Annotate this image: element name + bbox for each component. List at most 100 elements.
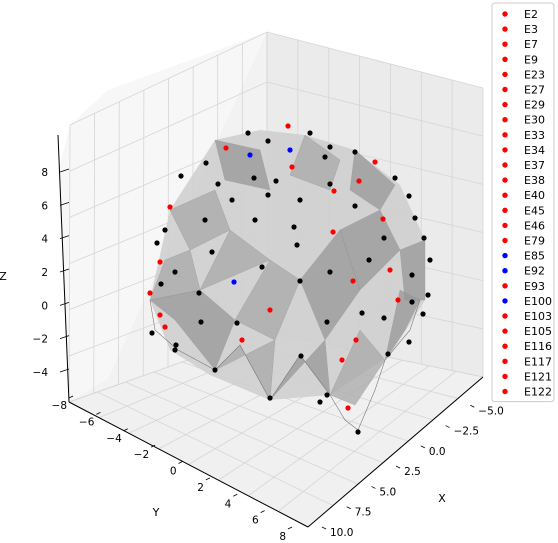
electrode-marker [409,299,414,304]
electrode-marker [157,259,162,264]
legend-label: E37 [524,159,545,172]
electrode-marker [421,235,426,240]
electrode-marker [307,130,312,135]
legend-label: E9 [524,53,538,66]
electrode-marker [173,342,178,347]
legend-marker [502,223,507,228]
legend-label: E105 [524,325,552,338]
x-tick-label: −5.0 [478,405,504,417]
legend-label: E30 [524,114,545,127]
electrode-marker [291,224,296,229]
electrode-marker [412,215,417,220]
legend-label: E122 [524,386,552,399]
electrode-marker [162,227,167,232]
electrode-marker [392,175,397,180]
electrode-marker [167,204,172,209]
electrode-marker [355,429,360,434]
legend-marker [502,26,507,31]
electrode-marker [267,307,272,312]
y-tick-label: −8 [52,400,67,412]
electrode-marker [162,324,167,329]
legend-label: E33 [524,129,545,142]
y-tick-label: −2 [134,449,149,461]
z-tick-label: 4 [41,234,48,246]
electrode-marker [297,278,302,283]
electrode-marker [381,315,386,320]
electrode-marker [149,330,154,335]
legend-marker [502,359,507,364]
electrode-marker [259,264,264,269]
electrode-marker [212,367,217,372]
legend-marker [502,328,507,333]
y-tick-label: −4 [106,433,122,445]
electrode-marker [245,130,250,135]
electrode-marker [366,257,371,262]
electrode-marker [239,337,244,342]
legend-label: E79 [524,235,545,248]
legend-marker [502,87,507,92]
legend: E2 E3 E7 E9 E23 E27 E29 E30 E33 E34 E37 E38 E40 E45 E4… [492,3,554,402]
electrode-marker [331,188,336,193]
z-tick-label: 6 [41,200,48,212]
electrode-marker [425,292,430,297]
electrode-marker [330,229,335,234]
electrode-marker [294,242,299,247]
electrode-marker [353,337,358,342]
electrode-marker [157,312,162,317]
electrode-marker [327,269,332,274]
legend-label: E121 [524,370,552,383]
electrode-marker [352,149,357,154]
legend-label: E93 [524,280,545,293]
legend-label: E2 [524,8,538,21]
electrode-marker [395,297,400,302]
electrode-marker [327,181,332,186]
legend-marker [502,313,507,318]
legend-marker [502,374,507,379]
electrode-marker [298,353,303,358]
electrode-marker [196,290,201,295]
legend-label: E45 [524,204,545,217]
legend-marker [502,57,507,62]
legend-marker [502,132,507,137]
electrode-marker [372,159,377,164]
legend-marker [502,42,507,47]
legend-label: E29 [524,99,545,112]
electrode-marker [203,160,208,165]
legend-label: E23 [524,68,545,81]
legend-label: E40 [524,189,545,202]
electrode-marker [273,178,278,183]
electrode-marker [172,347,177,352]
electrode-marker [285,123,290,128]
electrode-marker [297,197,302,202]
electrode-marker [406,193,411,198]
legend-label: E85 [524,250,545,263]
legend-marker [502,177,507,182]
electrode-marker [209,249,214,254]
legend-label: E3 [524,23,538,36]
electrode-marker [387,267,392,272]
legend-label: E92 [524,265,545,278]
y-tick-label: 0 [170,466,177,478]
legend-marker [502,344,507,349]
z-axis-title: Z [0,270,7,283]
legend-marker [502,162,507,167]
legend-label: E103 [524,310,552,323]
electrode-marker [327,144,332,149]
legend-marker [502,238,507,243]
electrode-marker [198,319,203,324]
legend-marker [502,389,507,394]
z-tick-label: 8 [41,167,48,179]
x-axis-title: X [438,492,446,505]
electrode-marker [247,152,252,157]
electrode-marker [147,290,152,295]
legend-marker [502,102,507,107]
legend-marker [502,283,507,288]
legend-marker [502,268,507,273]
y-tick-label: 2 [197,482,204,494]
legend-marker [502,208,507,213]
legend-marker [502,253,507,258]
electrode-marker [409,272,414,277]
electrode-marker [229,197,234,202]
y-tick-label: 4 [225,498,232,510]
